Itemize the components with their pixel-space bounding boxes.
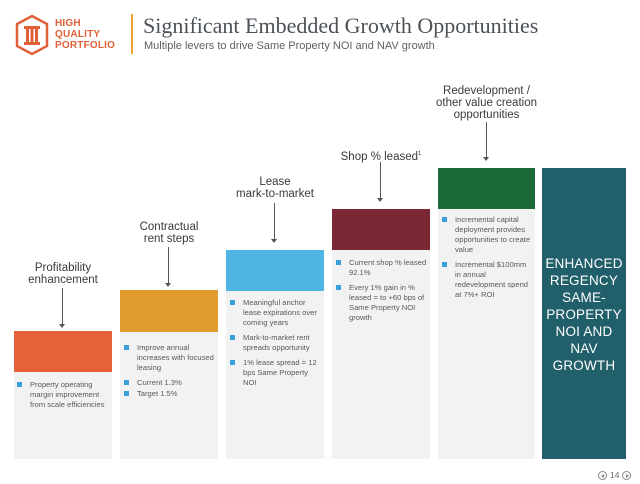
bullet-text: Property operating margin improvement fr… [30, 380, 105, 409]
bullet-text: Target 1.5% [137, 389, 178, 398]
column-3-label-line-2: mark-to-market [236, 188, 314, 200]
footnote-marker: 1 [418, 151, 422, 157]
bullet-text: Every 1% gain in % leased = to +60 bps o… [349, 283, 425, 322]
column-5-pointer-tip [483, 157, 489, 161]
page-title: Significant Embedded Growth Opportunitie… [143, 13, 539, 38]
column-2-label-line-2: rent steps [143, 233, 195, 245]
column-2-band [120, 290, 218, 332]
bullet-square-icon [124, 345, 129, 350]
column-2-label-line-1: Contractual [139, 221, 199, 233]
column-logo-icon [15, 14, 49, 56]
column-2-bullets: Improve annual increases with focused le… [124, 343, 216, 404]
bullet-text: Current 1.3% [137, 378, 182, 387]
list-item: Improve annual increases with focused le… [124, 343, 216, 373]
bullet-square-icon [230, 360, 235, 365]
final-box-line-4: PROPERTY [546, 307, 622, 322]
column-1-pointer [62, 288, 63, 325]
column-1-label: Profitability enhancement [4, 262, 122, 286]
list-item: Incremental $100mm in annual redevelopme… [442, 260, 534, 300]
column-3-pointer-tip [271, 239, 277, 243]
final-box-line-1: ENHANCED [545, 256, 623, 271]
final-box-line-6: NAV [570, 341, 598, 356]
list-item: 1% lease spread = 12 bps Same Property N… [230, 358, 322, 388]
bullet-square-icon [442, 217, 447, 222]
bullet-text: Incremental $100mm in annual redevelopme… [455, 260, 529, 299]
column-5-label-line-3: opportunities [453, 109, 520, 121]
column-5-band [438, 168, 535, 209]
previous-page-icon[interactable] [598, 470, 607, 480]
column-5-pointer [486, 122, 487, 158]
column-4-pointer [380, 162, 381, 199]
logo-text: HIGH QUALITY PORTFOLIO [55, 18, 115, 51]
final-box-line-7: GROWTH [552, 358, 616, 373]
final-box-line-5: NOI AND [555, 324, 613, 339]
column-5-label-line-2: other value creation [435, 97, 537, 109]
column-1-band [14, 331, 112, 372]
column-5-label-line-1: Redevelopment / [443, 85, 530, 97]
column-3-label-line-1: Lease [259, 176, 291, 188]
column-1-label-line-2: enhancement [28, 274, 98, 286]
bullet-square-icon [336, 285, 341, 290]
bullet-text: Mark-to-market rent spreads opportunity [243, 333, 310, 352]
logo-line-2: QUALITY [55, 29, 101, 40]
bullet-square-icon [124, 391, 129, 396]
column-1-label-line-1: Profitability [34, 262, 92, 274]
column-1-pointer-tip [59, 324, 65, 328]
list-item: Meaningful anchor lease expirations over… [230, 298, 322, 328]
column-4-label: Shop % leased1 [322, 148, 440, 163]
page-navigation: 14 [598, 470, 632, 480]
column-5-label: Redevelopment / other value creation opp… [421, 85, 552, 121]
bullet-square-icon [230, 300, 235, 305]
list-item: Target 1.5% [124, 389, 216, 399]
list-item: Current 1.3% [124, 378, 216, 388]
bullet-square-icon [230, 335, 235, 340]
column-4-label-text: Shop % leased [340, 150, 419, 163]
column-5-bullets: Incremental capital deployment provides … [442, 215, 534, 305]
bullet-square-icon [336, 260, 341, 265]
column-3-bullets: Meaningful anchor lease expirations over… [230, 298, 322, 393]
column-4-band [332, 209, 430, 250]
enhanced-growth-box: ENHANCED REGENCY SAME- PROPERTY NOI AND … [542, 168, 626, 459]
next-page-icon[interactable] [622, 470, 632, 480]
bullet-text: Meaningful anchor lease expirations over… [243, 298, 317, 327]
column-1-bullets: Property operating margin improvement fr… [17, 380, 111, 415]
column-3-pointer [274, 203, 275, 240]
bullet-square-icon [17, 382, 22, 387]
list-item: Every 1% gain in % leased = to +60 bps o… [336, 283, 428, 323]
column-3-label: Lease mark-to-market [211, 176, 339, 200]
list-item: Incremental capital deployment provides … [442, 215, 534, 255]
logo-line-3: PORTFOLIO [55, 40, 116, 51]
bullet-square-icon [124, 380, 129, 385]
bullet-text: Current shop % leased 92.1% [349, 258, 427, 277]
list-item: Current shop % leased 92.1% [336, 258, 428, 278]
bullet-text: Incremental capital deployment provides … [455, 215, 531, 254]
bullet-text: 1% lease spread = 12 bps Same Property N… [243, 358, 317, 387]
column-2-label: Contractual rent steps [110, 221, 228, 245]
header-divider [131, 14, 133, 54]
page-subtitle: Multiple levers to drive Same Property N… [144, 40, 435, 52]
column-2-pointer [168, 247, 169, 284]
column-4-panel [332, 209, 430, 459]
column-2-pointer-tip [165, 283, 171, 287]
bullet-text: Improve annual increases with focused le… [137, 343, 214, 372]
final-box-line-3: SAME- [562, 290, 606, 305]
column-4-bullets: Current shop % leased 92.1% Every 1% gai… [336, 258, 428, 328]
final-box-line-2: REGENCY [549, 273, 619, 288]
logo-line-1: HIGH [55, 18, 81, 29]
list-item: Mark-to-market rent spreads opportunity [230, 333, 322, 353]
list-item: Property operating margin improvement fr… [17, 380, 111, 410]
column-5-panel [438, 168, 535, 459]
column-3-band [226, 250, 324, 291]
bullet-square-icon [442, 262, 447, 267]
column-4-label-line-1: Shop % leased1 [322, 148, 440, 163]
column-4-pointer-tip [377, 198, 383, 202]
page-number: 14 [610, 470, 620, 480]
